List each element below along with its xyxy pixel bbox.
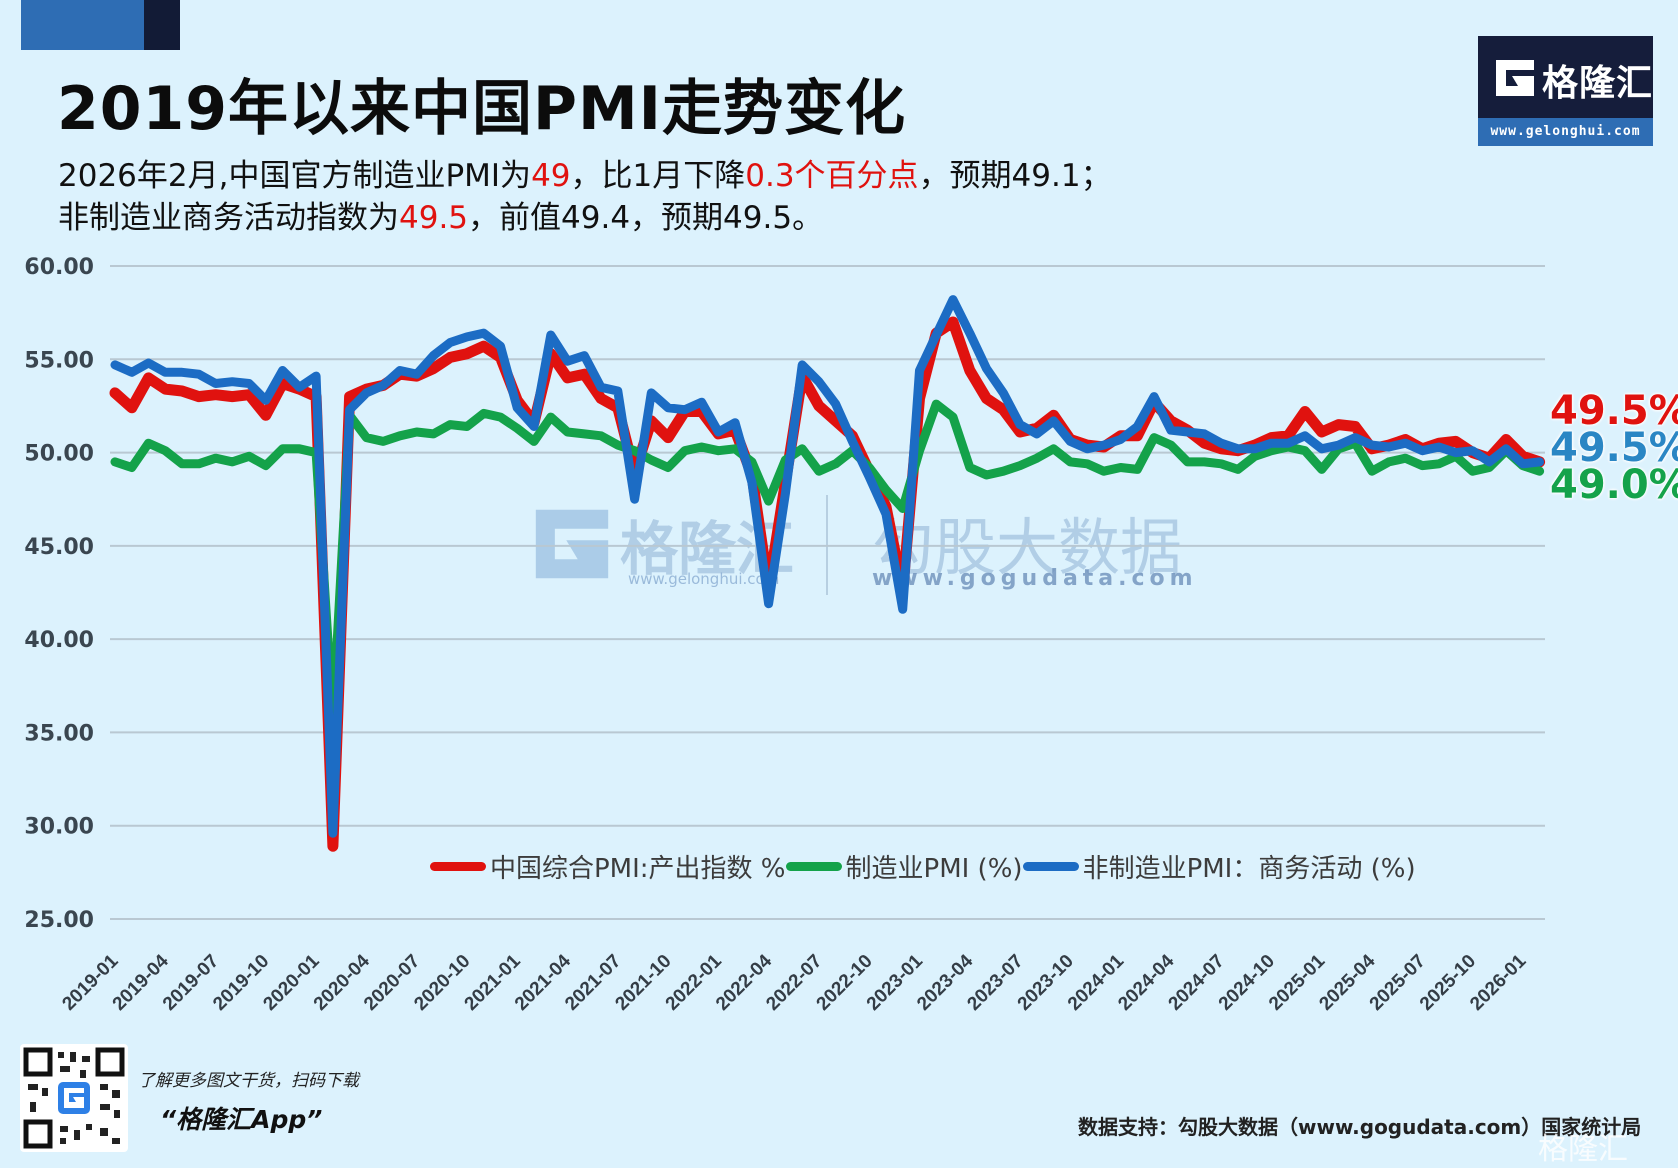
legend-label: 非制造业PMI：商务活动 (%): [1082, 854, 1416, 884]
subtitle-text: ，前值49.4，预期49.5。: [468, 200, 824, 236]
corner-accent-dark: [144, 0, 180, 50]
y-tick-label: 60.00: [24, 255, 94, 280]
app-name: “格隆汇App”: [160, 1105, 323, 1134]
data-source: 数据支持：勾股大数据（www.gogudata.com）国家统计局: [1078, 1115, 1642, 1139]
qr-note: 了解更多图文干货，扫码下载: [138, 1071, 359, 1091]
watermark-url-2: www.gogudata.com: [872, 566, 1198, 591]
legend-label: 制造业PMI (%): [845, 854, 1023, 884]
legend-item-non-manufacturing: 非制造业PMI：商务活动 (%): [1022, 848, 1416, 885]
pmi-line-chart: 25.00 30.00 35.00 40.00 45.00 50.00 55.00 60.00…: [24, 255, 1546, 1015]
legend-swatch-green: [785, 862, 842, 871]
subtitle-highlight: 49: [531, 158, 571, 194]
legend-swatch-red: [430, 862, 486, 871]
y-tick-label: 55.00: [24, 348, 94, 373]
y-tick-label: 40.00: [24, 628, 94, 653]
y-tick-label: 45.00: [24, 535, 94, 560]
page-title: 2019年以来中国PMI走势变化: [57, 74, 906, 144]
watermark-g-icon: [535, 509, 609, 579]
legend-label: 中国综合PMI:产出指数 %: [490, 854, 786, 884]
qr-code-icon: [23, 1047, 125, 1149]
subtitle-text: 非制造业商务活动指数为: [58, 200, 399, 236]
corner-accent-blue: [21, 0, 144, 50]
subtitle-line-1: 2026年2月,中国官方制造业PMI为49，比1月下降0.3个百分点，预期49.…: [58, 150, 1112, 195]
end-label-composite: 49.5%: [1550, 388, 1678, 434]
qr-code[interactable]: [20, 1044, 128, 1152]
subtitle-highlight: 0.3个百分点: [745, 158, 919, 194]
y-tick-label: 35.00: [24, 721, 94, 746]
legend-swatch-blue: [1022, 862, 1079, 871]
y-tick-label: 25.00: [24, 908, 94, 933]
x-tick-label: 2026-01: [1466, 950, 1530, 1014]
subtitle-line-2: 非制造业商务活动指数为49.5，前值49.4，预期49.5。: [58, 192, 823, 237]
gelonghui-g-icon: [1496, 60, 1534, 96]
y-tick-label: 50.00: [24, 442, 94, 467]
logo-brand-text: 格隆汇: [1542, 63, 1654, 104]
series-line-0: [109, 316, 1546, 852]
watermark-brand-2: 勾股大数据: [872, 511, 1183, 584]
subtitle-highlight: 49.5: [399, 200, 469, 236]
corner-watermark: 格隆汇: [1538, 1132, 1628, 1167]
subtitle-text: ，比1月下降: [570, 158, 746, 194]
end-label-manufacturing: 49.0%: [1550, 462, 1678, 508]
chart-legend: 中国综合PMI:产出指数 % 制造业PMI (%) 非制造业PMI：商务活动 (…: [430, 848, 1416, 885]
brand-logo: 格隆汇 www.gelonghui.com: [1478, 36, 1653, 146]
subtitle-text: 2026年2月,中国官方制造业PMI为: [58, 158, 532, 194]
y-tick-label: 30.00: [24, 815, 94, 840]
subtitle-text: ，预期49.1；: [918, 158, 1112, 194]
legend-item-composite: 中国综合PMI:产出指数 %: [430, 848, 786, 885]
logo-url: www.gelonghui.com: [1478, 118, 1653, 146]
legend-item-manufacturing: 制造业PMI (%): [785, 848, 1023, 885]
series-line-2: [110, 295, 1545, 838]
watermark-url-1: www.gelonghui.com: [628, 570, 780, 588]
end-label-non-manufacturing: 49.5%: [1550, 425, 1678, 471]
